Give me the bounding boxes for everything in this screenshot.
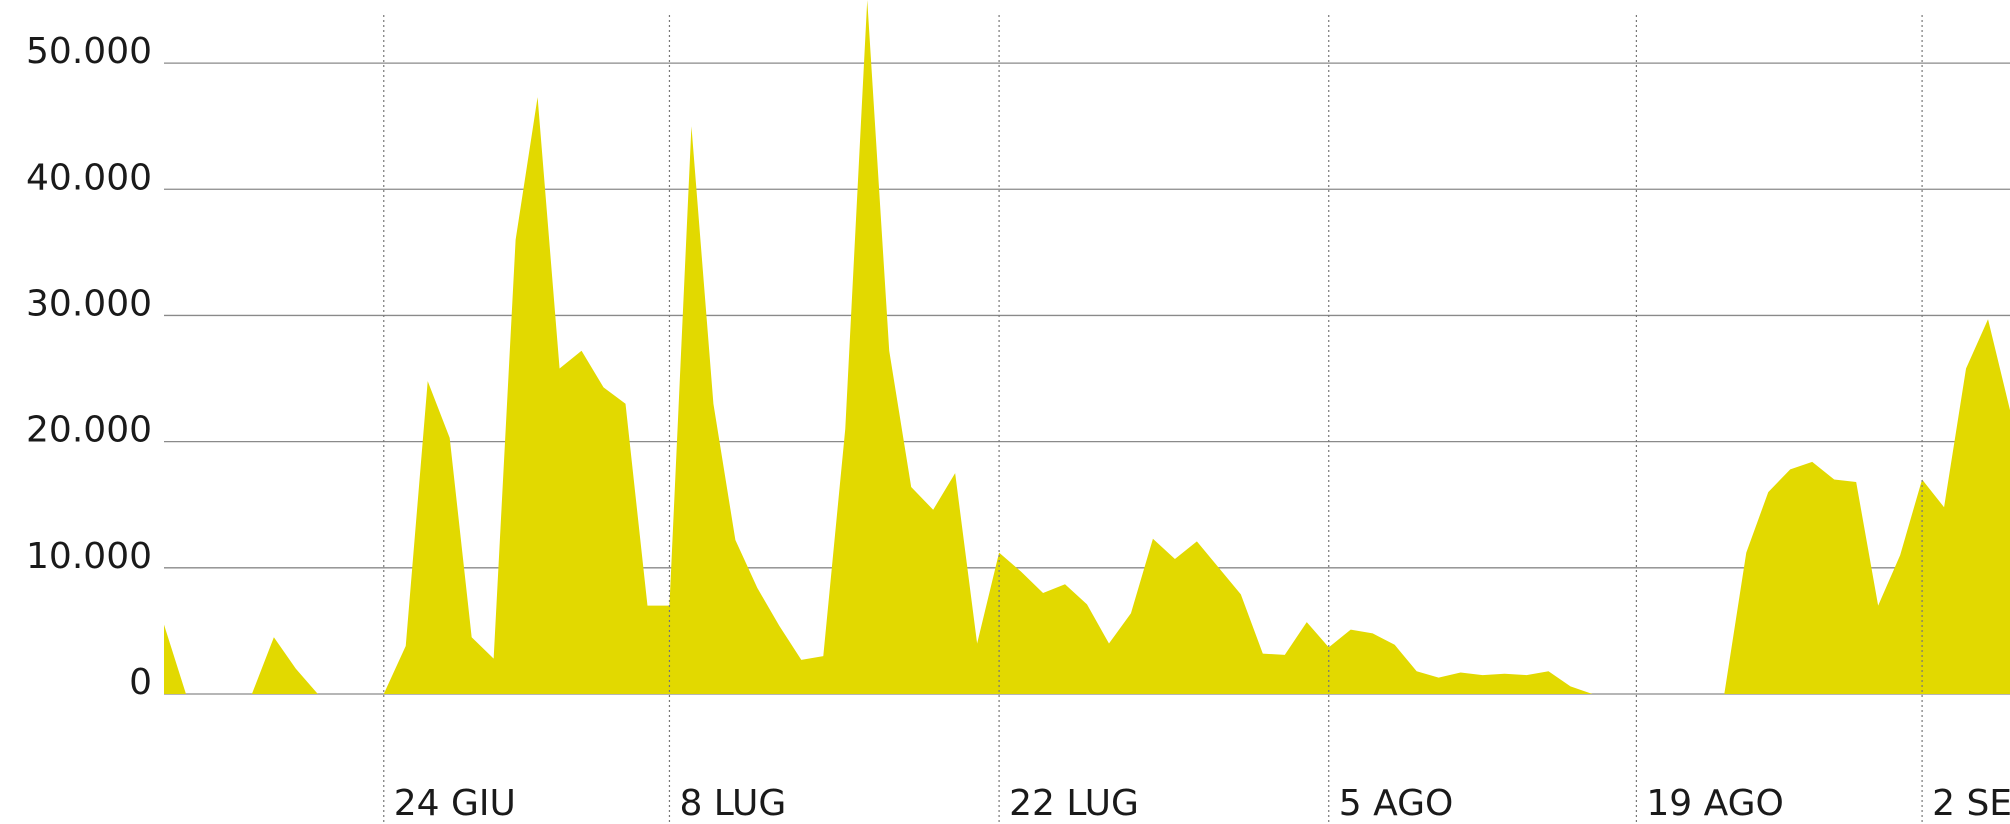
- y-tick-label: 40.000: [26, 157, 152, 198]
- y-tick-label: 0: [129, 662, 152, 703]
- x-tick-label: 19 AGO: [1646, 783, 1783, 824]
- y-tick-label: 50.000: [26, 31, 152, 72]
- y-tick-label: 10.000: [26, 536, 152, 577]
- x-tick-label: 2 SET: [1932, 783, 2010, 824]
- area: [164, 0, 2010, 694]
- x-tick-label: 24 GIU: [394, 783, 516, 824]
- y-tick-label: 20.000: [26, 410, 152, 451]
- x-tick-label: 8 LUG: [679, 783, 786, 824]
- x-tick-label: 22 LUG: [1009, 783, 1139, 824]
- y-tick-label: 30.000: [26, 283, 152, 324]
- x-tick-label: 5 AGO: [1339, 783, 1454, 824]
